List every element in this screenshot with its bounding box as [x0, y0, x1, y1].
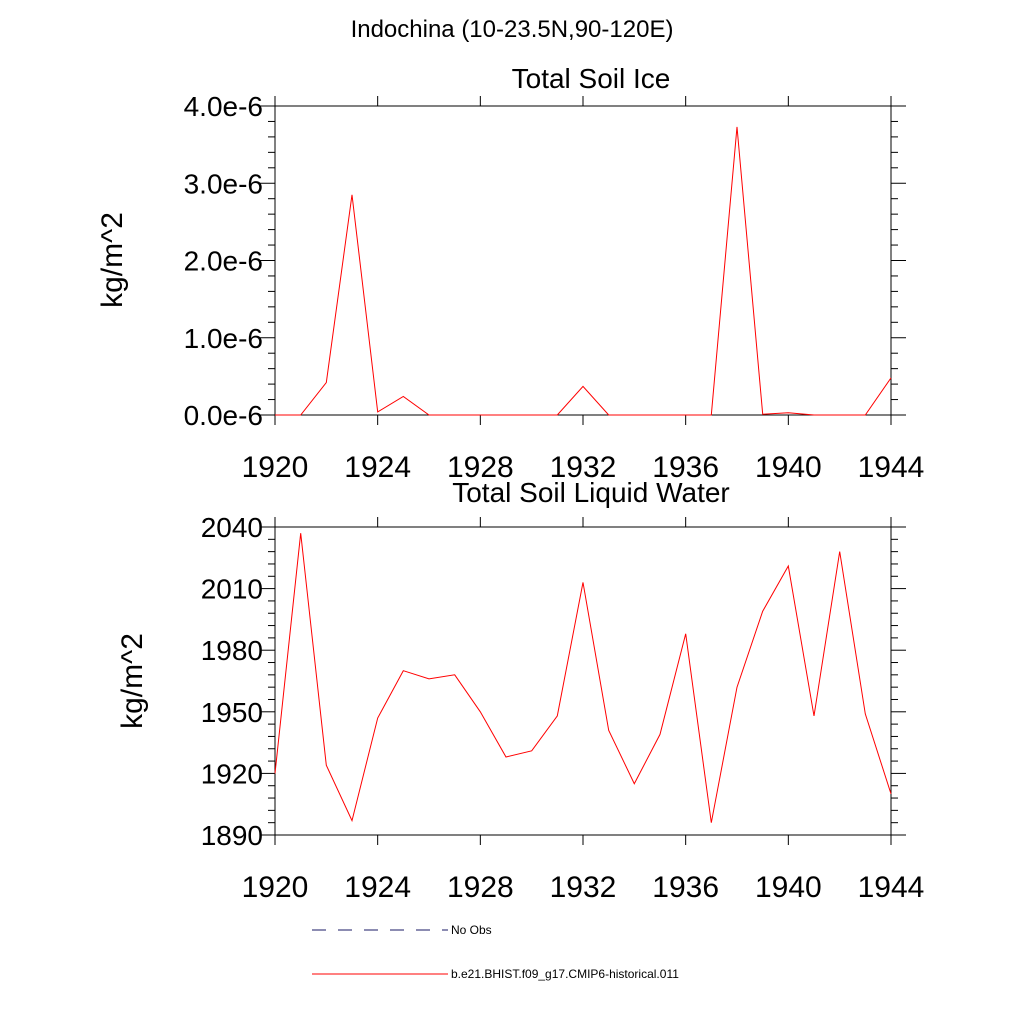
plot-frame [274, 526, 892, 836]
x-tick-label: 1928 [447, 451, 514, 484]
y-axis-label: kg/m^2 [116, 633, 149, 729]
x-tick-label: 1936 [652, 451, 719, 484]
y-axis-label: kg/m^2 [96, 212, 129, 308]
legend-label-2: b.e21.BHIST.f09_g17.CMIP6-historical.011 [451, 967, 679, 981]
y-tick-label: 2010 [201, 574, 263, 605]
series-line-1 [275, 126, 892, 416]
x-tick-label: 1940 [755, 451, 822, 484]
x-tick-label: 1924 [344, 871, 411, 904]
y-tick-label: 1980 [201, 635, 263, 666]
y-tick-label: 3.0e-6 [184, 168, 263, 199]
x-tick-label: 1932 [550, 451, 617, 484]
chart-panel-2: Total Soil Liquid Water kg/m^2 1920 1924 192… [116, 477, 924, 904]
x-tick-label: 1924 [344, 451, 411, 484]
series-line-1 [274, 533, 892, 823]
chart-panel-1: Total Soil Ice kg/m^2 1920 1924 1928 1932 1936… [96, 63, 924, 484]
y-tick-label: 2.0e-6 [184, 246, 263, 277]
y-tick-label: 0.0e-6 [184, 400, 263, 431]
x-tick-label: 1928 [447, 871, 514, 904]
x-tick-label: 1936 [652, 871, 719, 904]
y-tick-label: 1920 [201, 758, 263, 789]
y-tick-label: 1890 [201, 820, 263, 851]
x-tick-label: 1944 [858, 871, 925, 904]
x-tick-label: 1944 [858, 451, 925, 484]
plot-frame [274, 105, 892, 416]
y-tick-label: 2040 [201, 512, 263, 543]
y-tick-label: 1.0e-6 [184, 323, 263, 354]
legend-label-1: No Obs [451, 923, 492, 937]
y-tick-label: 1950 [201, 697, 263, 728]
chart-title: Total Soil Liquid Water [452, 477, 730, 508]
x-tick-label: 1920 [242, 451, 309, 484]
x-tick-label: 1920 [242, 871, 309, 904]
y-tick-label: 4.0e-6 [184, 91, 263, 122]
main-title: Indochina (10-23.5N,90-120E) [350, 16, 674, 43]
chart-title: Total Soil Ice [512, 63, 671, 94]
x-tick-label: 1940 [755, 871, 822, 904]
legend: No Obs b.e21.BHIST.f09_g17.CMIP6-historic… [312, 923, 679, 981]
x-tick-label: 1932 [550, 871, 617, 904]
